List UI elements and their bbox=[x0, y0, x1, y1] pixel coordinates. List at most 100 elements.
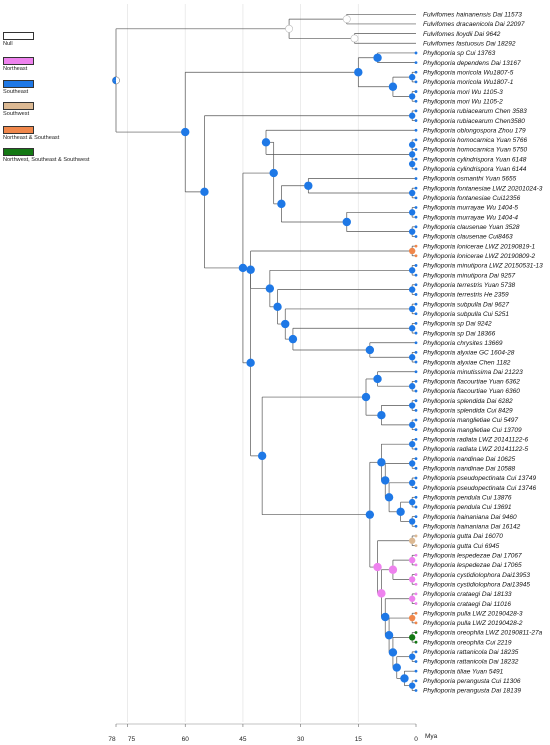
tip-label: Phylloporia alyxiae Chen 1182 bbox=[423, 359, 511, 366]
node-pie bbox=[373, 374, 382, 384]
tip-marker bbox=[414, 148, 418, 151]
legend-label: Southwest bbox=[3, 111, 30, 117]
tip-label: Phylloporia murrayae Wu 1404-4 bbox=[423, 214, 518, 221]
node-pie bbox=[408, 614, 416, 622]
legend-label: Southeast bbox=[3, 89, 29, 95]
tip-label: Phylloporia hainaniana Dai 16142 bbox=[423, 523, 521, 530]
tip-label: Fulvifomes dracaenicola Dai 22097 bbox=[423, 21, 525, 28]
tip-label: Phylloporia clausenae Cui8463 bbox=[423, 234, 513, 241]
node-pie bbox=[408, 595, 416, 602]
node-pie bbox=[408, 160, 416, 168]
tip-marker bbox=[414, 80, 418, 84]
tip-marker bbox=[414, 573, 418, 576]
tip-label: Phylloporia moricola Wu1807-1 bbox=[423, 79, 514, 86]
node-pie bbox=[269, 168, 278, 178]
node-pie bbox=[408, 267, 416, 274]
node-pie bbox=[265, 284, 275, 293]
tip-marker bbox=[414, 679, 418, 683]
tip-label: Phylloporia tiliae Yuan 5491 bbox=[423, 668, 504, 675]
tip-label: Phylloporia homocarnica Yuan 5766 bbox=[423, 137, 527, 144]
tip-label: Phylloporia cystidiolophora Dai13945 bbox=[423, 581, 530, 588]
node-pie bbox=[408, 354, 416, 361]
node-pie bbox=[384, 493, 394, 502]
tip-label: Phylloporia minutissima Dai 21223 bbox=[423, 369, 523, 376]
tip-label: Phylloporia perangusta Cui 11306 bbox=[423, 678, 521, 685]
legend-label: Null bbox=[3, 41, 13, 47]
tip-label: Phylloporia osmanthi Yuan 5655 bbox=[423, 176, 517, 183]
tip-label: Phylloporia manglietiae Cui 5497 bbox=[423, 417, 518, 424]
tip-marker bbox=[414, 689, 418, 692]
tip-marker bbox=[414, 109, 418, 113]
node-pie bbox=[181, 127, 190, 137]
axis-tick-label: 78 bbox=[108, 736, 116, 743]
tip-label: Phylloporia cystidiolophora Dai13953 bbox=[423, 572, 530, 579]
tip-label: Phylloporia sp Dai 18366 bbox=[423, 330, 496, 337]
tip-label: Phylloporia fontanesiae Cui12356 bbox=[423, 195, 521, 202]
node-pie bbox=[408, 189, 416, 197]
root-node-pie-slice bbox=[112, 80, 116, 85]
tip-label: Phylloporia fontanesiae LWZ 20201024-3 bbox=[423, 185, 543, 192]
node-pie bbox=[238, 263, 248, 273]
tip-label: Phylloporia pendula Cui 13691 bbox=[423, 504, 512, 511]
tip-marker bbox=[414, 99, 418, 103]
tip-label: Phylloporia chrysites 13669 bbox=[423, 340, 503, 347]
tip-label: Phylloporia oblongospora Zhou 179 bbox=[423, 127, 526, 134]
node-pie bbox=[408, 228, 416, 235]
legend-swatch bbox=[3, 102, 34, 110]
node-pie bbox=[392, 663, 401, 672]
tip-marker bbox=[414, 244, 418, 248]
tip-marker bbox=[414, 351, 418, 354]
legend-label: Northeast & Southeast bbox=[3, 135, 60, 141]
tip-marker bbox=[414, 167, 418, 171]
tip-label: Phylloporia terrestris He 2359 bbox=[423, 292, 509, 299]
tip-label: Phylloporia perangusta Dai 18139 bbox=[423, 688, 521, 695]
axis-tick-label: 45 bbox=[239, 736, 247, 743]
node-pie bbox=[408, 209, 416, 216]
axis-tick-label: 15 bbox=[355, 736, 363, 743]
tip-marker bbox=[414, 495, 418, 499]
legend-item: Northeast & Southeast bbox=[3, 126, 59, 141]
tip-label: Fulvifomes fastuosus Dai 18292 bbox=[423, 40, 516, 47]
tip-label: Phylloporia pseudopectinata Cui 13746 bbox=[423, 485, 536, 492]
node-pie bbox=[408, 682, 416, 689]
tip-label: Phylloporia crataegi Dai 18133 bbox=[423, 591, 512, 598]
node-pie bbox=[408, 151, 416, 158]
gridlines bbox=[127, 4, 359, 722]
node-pie bbox=[408, 421, 416, 429]
tip-marker bbox=[414, 466, 418, 470]
node-pie bbox=[365, 345, 375, 355]
tip-label: Phylloporia sp Cui 13763 bbox=[423, 50, 496, 57]
legend-swatch bbox=[3, 80, 34, 88]
node-pie bbox=[388, 82, 398, 91]
tip-label: Phylloporia rubiacearum Chen 3583 bbox=[423, 108, 527, 115]
node-pie bbox=[288, 334, 298, 344]
tip-label: Phylloporia clausenae Yuan 3528 bbox=[423, 224, 520, 231]
tip-marker bbox=[414, 408, 418, 412]
root-node-pie-slice bbox=[112, 76, 116, 81]
node-pie bbox=[257, 451, 267, 461]
node-pie bbox=[408, 73, 416, 81]
node-pie bbox=[281, 319, 290, 329]
node-pie bbox=[261, 138, 271, 147]
tip-label: Phylloporia murrayae Wu 1404-5 bbox=[423, 205, 518, 212]
axis-unit-label: Mya bbox=[425, 733, 438, 740]
legend-item: Northwest, Southeast & Southwest bbox=[3, 148, 89, 163]
tip-label: Phylloporia mori Wu 1105-3 bbox=[423, 89, 503, 96]
tip-label: Phylloporia sp Dai 9242 bbox=[423, 321, 492, 328]
node-pie bbox=[408, 576, 416, 583]
tip-label: Phylloporia lonicerae LWZ 20190819-1 bbox=[423, 243, 536, 250]
tip-label: Phylloporia splendida Cui 8429 bbox=[423, 408, 513, 415]
time-axis: 78 75 60 45 30 15 0 bbox=[108, 723, 418, 743]
node-pie bbox=[354, 68, 363, 77]
legend-item: Southwest bbox=[3, 102, 34, 117]
tip-label: Fulvifomes lloydii Dai 9642 bbox=[423, 31, 501, 38]
tip-label: Phylloporia gutta Cui 6945 bbox=[423, 543, 500, 550]
tip-label: Phylloporia subpulla Dai 9627 bbox=[423, 301, 509, 308]
tip-marker bbox=[414, 437, 418, 441]
tip-marker bbox=[414, 486, 418, 490]
node-pie bbox=[408, 440, 416, 448]
tip-marker bbox=[414, 128, 418, 132]
node-pie bbox=[342, 217, 351, 227]
tip-marker bbox=[414, 476, 418, 480]
tip-label: Phylloporia crataegi Dai 11016 bbox=[423, 601, 511, 608]
